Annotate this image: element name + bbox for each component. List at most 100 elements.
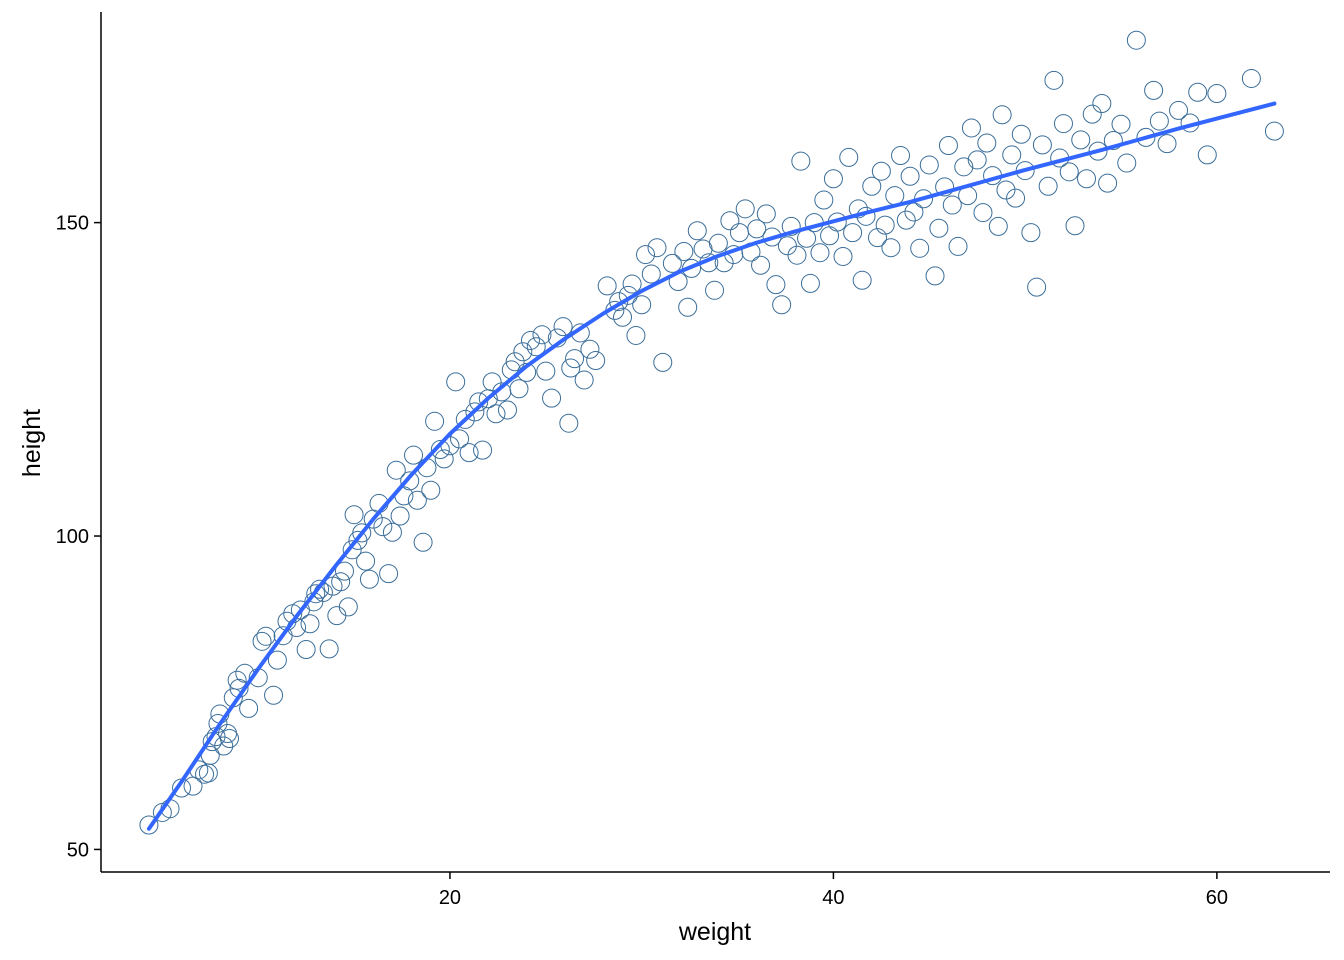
- data-point: [390, 506, 410, 526]
- data-point: [1207, 83, 1227, 103]
- data-point: [662, 253, 682, 273]
- data-point: [1032, 135, 1052, 155]
- data-point: [1082, 104, 1102, 124]
- y-tick-label: 150: [56, 213, 89, 235]
- data-point: [875, 215, 895, 235]
- data-point: [139, 815, 159, 835]
- y-axis-ticks: 50 100 150: [56, 213, 101, 861]
- data-point: [532, 325, 552, 345]
- data-point: [520, 330, 540, 350]
- data-point: [891, 146, 911, 166]
- data-point: [256, 626, 276, 646]
- data-point: [1044, 70, 1064, 90]
- data-point: [373, 517, 393, 537]
- data-point: [810, 243, 830, 263]
- data-point: [626, 325, 646, 345]
- data-point: [705, 280, 725, 300]
- data-point: [425, 411, 445, 431]
- data-point: [988, 216, 1008, 236]
- data-point: [919, 155, 939, 175]
- data-point: [430, 440, 450, 460]
- data-point: [996, 180, 1016, 200]
- data-point: [833, 246, 853, 266]
- x-tick-label: 40: [822, 887, 844, 909]
- data-point: [1059, 162, 1079, 182]
- data-point: [509, 379, 529, 399]
- data-point: [465, 402, 485, 422]
- data-point: [904, 202, 924, 222]
- data-point: [720, 211, 740, 231]
- data-point: [413, 532, 433, 552]
- data-point: [843, 223, 863, 243]
- data-point: [455, 409, 475, 429]
- data-point: [636, 245, 656, 265]
- data-point: [766, 275, 786, 295]
- fit-curve: [146, 101, 1277, 831]
- data-point: [1021, 223, 1041, 243]
- points-layer: [139, 30, 1284, 835]
- data-point: [925, 266, 945, 286]
- data-point: [1197, 145, 1217, 165]
- data-point: [434, 449, 454, 469]
- x-tick-label: 60: [1206, 887, 1228, 909]
- y-axis-title: height: [18, 409, 46, 477]
- data-point: [674, 241, 694, 261]
- data-point: [1077, 169, 1096, 189]
- data-point: [198, 763, 218, 783]
- data-point: [729, 223, 749, 243]
- data-point: [473, 440, 493, 460]
- data-point: [267, 650, 287, 670]
- data-point: [1065, 216, 1085, 236]
- data-point: [214, 736, 234, 756]
- data-point: [352, 523, 372, 543]
- data-point: [896, 210, 916, 230]
- data-point: [852, 270, 872, 290]
- data-point: [800, 273, 820, 293]
- data-point: [407, 490, 427, 510]
- data-point: [559, 413, 579, 433]
- data-point: [1103, 131, 1123, 150]
- data-point: [195, 764, 215, 784]
- data-point: [565, 349, 585, 369]
- data-point: [1002, 145, 1022, 165]
- data-point: [1027, 277, 1047, 297]
- data-point: [751, 255, 771, 275]
- data-point: [868, 228, 888, 248]
- data-point: [609, 292, 629, 312]
- data-point: [319, 639, 339, 659]
- data-point: [747, 219, 767, 239]
- data-point: [1188, 82, 1208, 102]
- data-point: [935, 177, 955, 197]
- data-point: [839, 147, 859, 167]
- data-point: [678, 297, 698, 317]
- data-point: [1071, 130, 1091, 150]
- data-point: [1006, 188, 1026, 208]
- data-point: [687, 221, 707, 241]
- data-point: [218, 723, 238, 743]
- data-point: [948, 236, 968, 256]
- data-point: [574, 370, 594, 390]
- data-point: [862, 176, 882, 196]
- data-point: [967, 150, 987, 170]
- data-point: [526, 337, 546, 357]
- data-point: [787, 245, 807, 265]
- data-point: [708, 233, 728, 253]
- data-point: [735, 199, 755, 219]
- data-point: [356, 551, 376, 571]
- data-point: [756, 204, 776, 224]
- data-point: [486, 404, 506, 424]
- data-point: [505, 352, 525, 372]
- data-point: [561, 358, 581, 378]
- data-point: [310, 579, 330, 599]
- data-point: [482, 372, 502, 392]
- data-point: [1011, 124, 1031, 144]
- data-point: [954, 157, 974, 177]
- data-point: [331, 572, 351, 592]
- data-point: [929, 218, 949, 238]
- data-point: [961, 118, 981, 138]
- data-point: [910, 238, 930, 258]
- data-point: [386, 460, 406, 480]
- data-point: [653, 352, 673, 372]
